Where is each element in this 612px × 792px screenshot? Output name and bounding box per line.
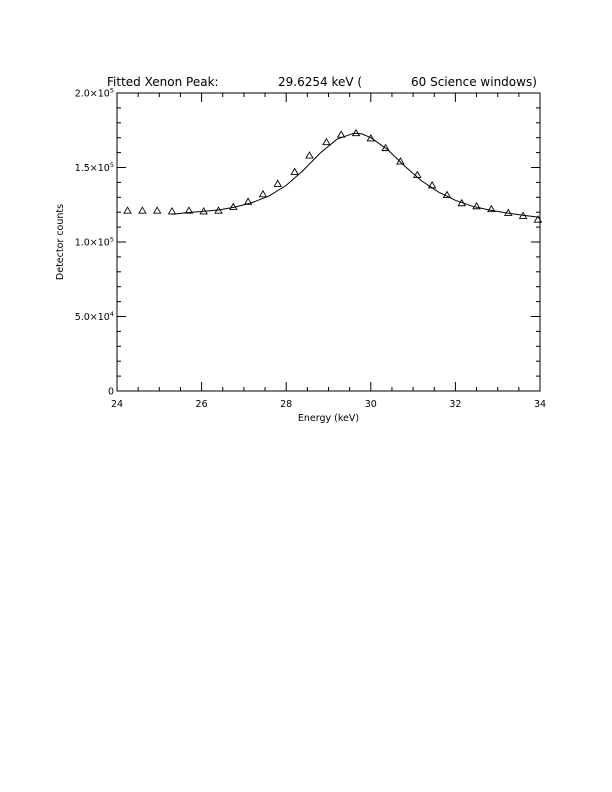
x-tick-label: 26 bbox=[196, 399, 208, 410]
x-axis-label: Energy (keV) bbox=[298, 413, 359, 424]
y-tick-label: 2.0×105 bbox=[75, 87, 114, 100]
data-point bbox=[305, 151, 314, 159]
data-point bbox=[533, 215, 543, 223]
data-point bbox=[336, 130, 346, 138]
x-tick-label: 24 bbox=[111, 399, 123, 410]
chart-title-label: Fitted Xenon Peak: bbox=[107, 75, 219, 89]
chart-title-energy: 29.6254 keV ( bbox=[278, 75, 362, 89]
data-point bbox=[427, 180, 437, 189]
data-point bbox=[472, 201, 481, 210]
data-point bbox=[243, 197, 253, 205]
y-tick-label: 5.0×104 bbox=[75, 310, 114, 323]
data-points bbox=[123, 128, 543, 223]
x-tick-label: 30 bbox=[365, 399, 377, 410]
data-point bbox=[214, 206, 223, 214]
data-point bbox=[322, 137, 331, 146]
data-point bbox=[152, 206, 162, 214]
data-point bbox=[167, 207, 177, 215]
data-point bbox=[184, 206, 194, 214]
x-tick-label: 32 bbox=[449, 399, 461, 410]
data-point bbox=[396, 157, 405, 165]
data-point bbox=[366, 134, 376, 142]
y-tick-label: 0 bbox=[108, 387, 114, 398]
data-point bbox=[138, 206, 147, 214]
y-axis-tick-labels: 0 5.0×104 1.0×105 1.5×105 2.0×105 bbox=[75, 87, 114, 398]
data-point bbox=[381, 143, 390, 152]
data-point bbox=[457, 198, 467, 207]
y-tick-label: 1.5×105 bbox=[75, 161, 114, 174]
data-point bbox=[199, 207, 208, 215]
data-point bbox=[123, 206, 132, 214]
y-axis-ticks bbox=[117, 92, 540, 392]
data-point bbox=[351, 128, 361, 137]
x-tick-label: 34 bbox=[534, 399, 546, 410]
data-point bbox=[487, 204, 496, 213]
data-point bbox=[229, 202, 238, 210]
data-point bbox=[258, 189, 268, 198]
data-point bbox=[442, 190, 452, 199]
y-tick-label: 1.0×105 bbox=[75, 236, 114, 249]
chart-title-windows: 60 Science windows) bbox=[411, 75, 537, 89]
x-tick-label: 28 bbox=[280, 399, 292, 410]
y-axis-label: Detector counts bbox=[55, 204, 66, 280]
x-axis-tick-labels: 24 26 28 30 32 34 bbox=[111, 399, 546, 410]
data-point bbox=[273, 179, 283, 187]
data-point bbox=[290, 167, 299, 175]
data-point bbox=[518, 211, 528, 219]
x-axis-ticks bbox=[116, 93, 541, 391]
data-point bbox=[503, 208, 513, 216]
data-point bbox=[413, 170, 422, 178]
